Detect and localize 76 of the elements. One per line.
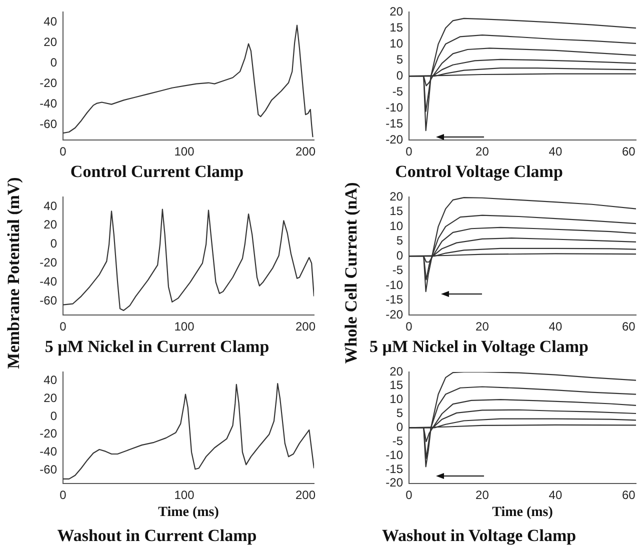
y-tick-label: -20	[386, 476, 404, 490]
text: Control Current Clamp	[70, 162, 244, 182]
y-tick-label: -60	[40, 293, 58, 308]
y-tick-label: 40	[44, 14, 58, 29]
text: 5 µM Nickel in Voltage Clamp	[370, 337, 588, 356]
y-tick-label: 0	[50, 56, 58, 70]
x-tick-label: 40	[548, 320, 562, 334]
x-tick-label: 20	[476, 144, 490, 159]
y-tick-label: -10	[386, 448, 404, 462]
y-tick-label: -60	[40, 462, 58, 476]
x-tick-label: 0	[406, 488, 413, 502]
x-axis-title: Time (ms)	[492, 504, 554, 520]
y-tick-label: 20	[390, 4, 404, 18]
y-tick-label: 0	[396, 420, 404, 434]
x-tick-label: 0	[406, 144, 413, 159]
text: Washout in Current Clamp	[57, 526, 257, 546]
x-tick-label: 0	[60, 488, 67, 502]
x-tick-label: 200	[295, 320, 316, 334]
x-tick-label: 200	[295, 488, 316, 502]
y-tick-label: 20	[44, 218, 58, 232]
x-tick-label: 100	[174, 320, 195, 334]
y-tick-label: -15	[386, 116, 404, 130]
y-tick-label: 0	[50, 408, 58, 423]
y-tick-label: 0	[50, 236, 58, 251]
y-axis-title: Whole Cell Current (nA)	[342, 182, 362, 364]
text: Washout in Voltage Clamp	[382, 526, 576, 546]
y-tick-label: 5	[396, 234, 404, 248]
x-tick-label: 100	[174, 488, 195, 502]
x-tick-label: 0	[60, 320, 67, 334]
y-tick-label: -20	[40, 256, 58, 270]
y-tick-label: -40	[40, 96, 58, 111]
x-tick-label: 60	[622, 320, 636, 334]
x-tick-label: 40	[548, 488, 562, 502]
y-tick-label: -15	[386, 462, 404, 476]
y-tick-label: -5	[392, 84, 404, 98]
y-tick-label: 5	[396, 52, 404, 66]
y-tick-label: -10	[386, 278, 404, 292]
y-tick-label: 20	[44, 35, 58, 50]
y-tick-label: -40	[40, 274, 58, 288]
y-axis-title: Membrane Potential (mV)	[4, 176, 24, 368]
y-tick-label: -40	[40, 444, 58, 459]
y-tick-label: 20	[390, 364, 404, 378]
x-tick-label: 60	[622, 144, 636, 159]
y-tick-label: 40	[44, 198, 58, 213]
y-tick-label: 0	[396, 68, 404, 82]
x-tick-label: 60	[622, 488, 636, 502]
text: 5 µM Nickel in Current Clamp	[44, 337, 270, 356]
y-tick-label: 0	[396, 248, 404, 262]
x-tick-label: 20	[476, 488, 490, 502]
y-tick-label: -5	[392, 263, 404, 278]
y-tick-label: 10	[390, 36, 404, 50]
y-tick-label: 20	[44, 391, 58, 406]
y-tick-label: 15	[390, 378, 404, 392]
x-tick-label: 100	[174, 144, 195, 159]
text: Control Voltage Clamp	[395, 162, 563, 182]
y-tick-label: -20	[40, 76, 58, 90]
y-tick-label: -20	[40, 426, 58, 441]
y-tick-label: -15	[386, 292, 404, 307]
x-tick-label: 200	[295, 144, 316, 159]
y-tick-label: -20	[386, 132, 404, 147]
y-tick-label: 5	[396, 406, 404, 420]
y-tick-label: -60	[40, 117, 58, 132]
y-tick-label: -5	[392, 434, 404, 448]
x-tick-label: 40	[548, 144, 562, 159]
y-tick-label: 20	[390, 189, 404, 204]
x-axis-title: Time (ms)	[158, 504, 220, 520]
x-tick-label: 20	[476, 320, 490, 334]
y-tick-label: 10	[390, 392, 404, 406]
x-tick-label: 0	[406, 320, 413, 334]
y-tick-label: 15	[390, 20, 404, 34]
y-tick-label: 40	[44, 373, 58, 388]
y-tick-label: 15	[390, 204, 404, 218]
y-tick-label: -20	[386, 308, 404, 322]
y-tick-label: -10	[386, 100, 404, 114]
x-tick-label: 0	[60, 144, 67, 159]
y-tick-label: 10	[390, 218, 404, 233]
